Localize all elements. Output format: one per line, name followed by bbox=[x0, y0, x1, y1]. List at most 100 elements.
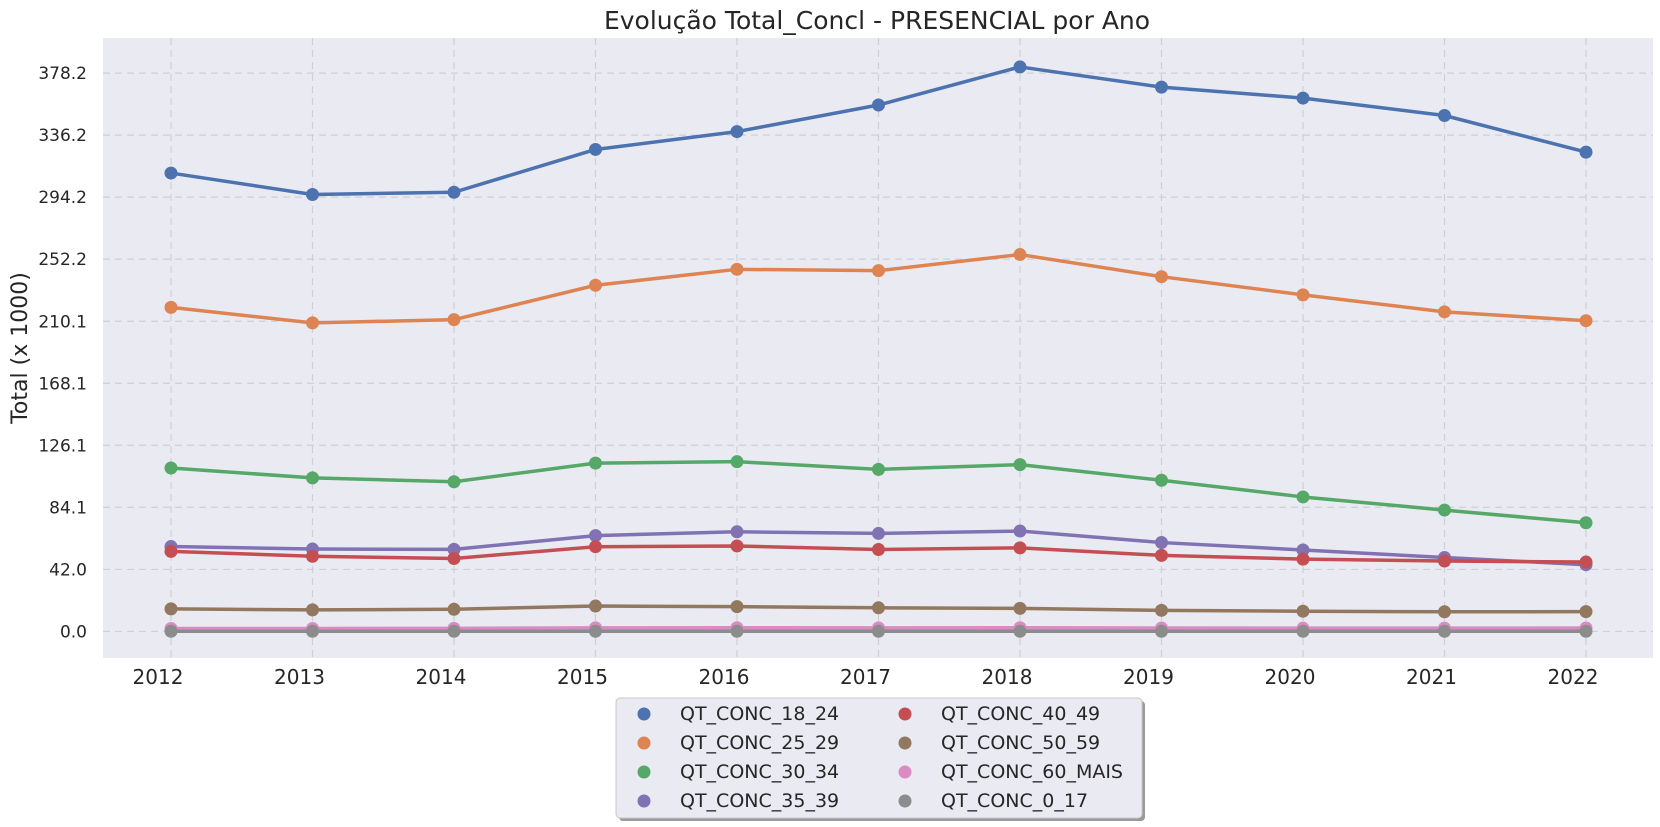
legend-label: QT_CONC_50_59 bbox=[941, 732, 1100, 754]
data-point bbox=[872, 98, 885, 112]
data-point bbox=[1013, 624, 1027, 638]
legend-box bbox=[615, 697, 1143, 819]
data-point bbox=[1013, 601, 1027, 615]
x-tick-label: 2014 bbox=[416, 665, 467, 689]
data-point bbox=[1579, 516, 1593, 530]
legend-label: QT_CONC_35_39 bbox=[680, 790, 839, 812]
y-tick-label: 378.2 bbox=[38, 64, 87, 84]
legend-marker bbox=[898, 736, 912, 750]
data-point bbox=[1438, 109, 1451, 122]
data-point bbox=[730, 525, 744, 539]
data-point bbox=[1013, 458, 1027, 472]
data-point bbox=[1013, 541, 1027, 555]
x-tick-label: 2021 bbox=[1406, 665, 1457, 689]
data-point bbox=[447, 602, 461, 616]
data-point bbox=[1579, 624, 1593, 638]
data-point bbox=[306, 187, 319, 201]
series-QT_CONC_25_29 bbox=[164, 248, 1593, 330]
data-point bbox=[730, 600, 744, 614]
legend-marker bbox=[637, 765, 651, 779]
data-point bbox=[1438, 305, 1451, 319]
data-point bbox=[1579, 605, 1593, 619]
data-point bbox=[1296, 543, 1310, 557]
data-point bbox=[164, 602, 178, 616]
legend-items: QT_CONC_18_24 QT_CONC_25_29 QT_CONC_30_34 Q… bbox=[637, 703, 1123, 812]
series-QT_CONC_50_59 bbox=[164, 599, 1593, 619]
legend-marker bbox=[898, 765, 912, 779]
data-point bbox=[164, 300, 178, 314]
x-tick-label: 2015 bbox=[557, 665, 608, 689]
data-point bbox=[589, 142, 602, 156]
y-tick-label: 84.1 bbox=[49, 498, 87, 518]
series-QT_CONC_18_24 bbox=[164, 60, 1593, 201]
data-point bbox=[589, 599, 602, 613]
data-point bbox=[306, 549, 319, 563]
data-point bbox=[1296, 604, 1310, 618]
x-tick-label: 2012 bbox=[133, 665, 184, 689]
data-point bbox=[1013, 524, 1027, 538]
data-point bbox=[1296, 552, 1310, 566]
data-point bbox=[1438, 624, 1451, 638]
data-point bbox=[1438, 605, 1451, 619]
y-tick-label: 126.1 bbox=[38, 436, 87, 456]
legend-marker bbox=[637, 707, 651, 721]
chart-title: Evolução Total_Concl - PRESENCIAL por An… bbox=[604, 6, 1150, 35]
legend-label: QT_CONC_40_49 bbox=[941, 703, 1100, 725]
data-point bbox=[306, 624, 319, 638]
legend-marker bbox=[637, 794, 651, 808]
data-point bbox=[872, 543, 885, 556]
series-QT_CONC_35_39 bbox=[164, 524, 1593, 572]
data-point bbox=[1013, 60, 1027, 74]
data-point bbox=[872, 264, 885, 278]
data-point bbox=[1155, 80, 1168, 94]
y-tick-labels: 0.0 42.0 84.1 126.1 168.1 210.1 252.2 294.2 336.… bbox=[38, 64, 87, 642]
x-tick-label: 2020 bbox=[1265, 665, 1316, 689]
data-point bbox=[872, 526, 885, 540]
data-point bbox=[164, 544, 178, 558]
series-lines bbox=[164, 60, 1593, 638]
data-point bbox=[447, 475, 461, 489]
data-point bbox=[589, 624, 602, 638]
legend-marker bbox=[898, 794, 912, 808]
data-point bbox=[730, 455, 744, 469]
data-point bbox=[306, 603, 319, 617]
x-tick-label: 2013 bbox=[274, 665, 325, 689]
data-point bbox=[589, 278, 602, 292]
y-tick-label: 42.0 bbox=[49, 560, 87, 580]
data-point bbox=[1438, 554, 1451, 568]
x-tick-label: 2017 bbox=[840, 665, 891, 689]
data-point bbox=[1579, 555, 1593, 569]
data-point bbox=[589, 529, 602, 543]
plot-area bbox=[103, 38, 1653, 658]
legend: QT_CONC_18_24 QT_CONC_25_29 QT_CONC_30_34 Q… bbox=[615, 697, 1145, 821]
legend-label: QT_CONC_0_17 bbox=[941, 790, 1088, 812]
data-point bbox=[447, 552, 461, 566]
data-point bbox=[1296, 91, 1310, 105]
series-QT_CONC_40_49 bbox=[164, 539, 1593, 569]
data-point bbox=[1155, 624, 1168, 638]
data-point bbox=[730, 262, 744, 276]
y-axis-label: Total (x 1000) bbox=[8, 272, 33, 425]
series-QT_CONC_0_17 bbox=[164, 624, 1593, 638]
data-point bbox=[589, 540, 602, 554]
y-tick-label: 252.2 bbox=[38, 250, 87, 270]
y-tick-label: 294.2 bbox=[38, 188, 87, 208]
data-point bbox=[447, 185, 461, 199]
data-point bbox=[872, 624, 885, 638]
data-point bbox=[306, 471, 319, 485]
data-point bbox=[1579, 145, 1593, 159]
x-tick-labels: 2012 2013 2014 2015 2016 2017 2018 2019 2020 2021… bbox=[133, 665, 1599, 689]
data-point bbox=[306, 316, 319, 330]
data-point bbox=[1296, 490, 1310, 504]
x-tick-label: 2019 bbox=[1123, 665, 1174, 689]
data-point bbox=[164, 461, 178, 475]
data-point bbox=[447, 624, 461, 638]
data-point bbox=[872, 601, 885, 615]
data-point bbox=[589, 456, 602, 470]
data-point bbox=[1155, 536, 1168, 550]
y-tick-label: 210.1 bbox=[38, 312, 87, 332]
data-point bbox=[1155, 270, 1168, 284]
y-tick-label: 168.1 bbox=[38, 374, 87, 394]
x-tick-label: 2022 bbox=[1548, 665, 1599, 689]
data-point bbox=[1155, 473, 1168, 487]
